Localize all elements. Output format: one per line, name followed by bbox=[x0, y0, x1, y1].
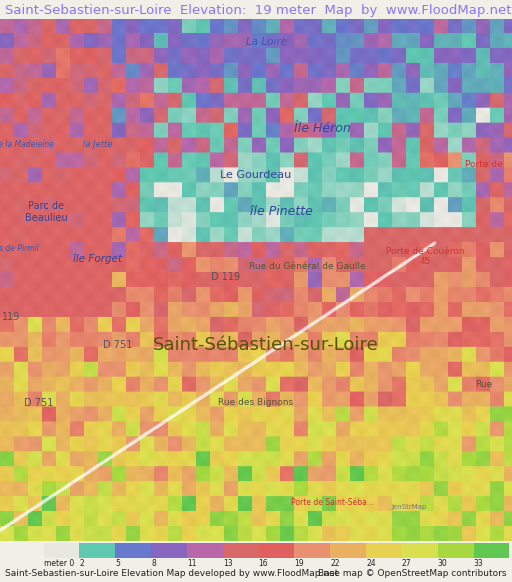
Text: 13: 13 bbox=[223, 559, 232, 567]
Text: Parc de
Beaulieu: Parc de Beaulieu bbox=[25, 201, 68, 223]
Text: Porte de Couëron
45: Porte de Couëron 45 bbox=[386, 247, 464, 266]
Text: D 751: D 751 bbox=[103, 340, 133, 350]
Bar bbox=[115, 543, 151, 558]
Text: Bras de Pirmil: Bras de Pirmil bbox=[0, 244, 39, 253]
Bar bbox=[402, 543, 438, 558]
Text: 33: 33 bbox=[474, 559, 483, 567]
Text: JenStrMap: JenStrMap bbox=[392, 504, 428, 510]
Bar bbox=[438, 543, 474, 558]
Text: 5: 5 bbox=[115, 559, 120, 567]
Text: D 119: D 119 bbox=[211, 272, 240, 282]
Text: Saint-Sebastien-sur-Loire  Elevation:  19 meter  Map  by  www.FloodMap.net  (bet: Saint-Sebastien-sur-Loire Elevation: 19 … bbox=[5, 3, 512, 17]
Text: s de la Madeleine: s de la Madeleine bbox=[0, 140, 54, 148]
Text: La Loire: La Loire bbox=[246, 37, 287, 47]
Bar bbox=[366, 543, 402, 558]
Text: D 751: D 751 bbox=[24, 398, 53, 408]
Text: 16: 16 bbox=[259, 559, 268, 567]
Text: 27: 27 bbox=[402, 559, 412, 567]
Bar bbox=[259, 543, 294, 558]
Text: Rue des Bignons: Rue des Bignons bbox=[219, 398, 293, 407]
Text: île Forget: île Forget bbox=[73, 254, 122, 264]
Text: Île Héron: Île Héron bbox=[294, 122, 351, 135]
Text: 2: 2 bbox=[79, 559, 84, 567]
Bar bbox=[151, 543, 187, 558]
Text: 24: 24 bbox=[366, 559, 376, 567]
Text: 19: 19 bbox=[294, 559, 304, 567]
Text: 30: 30 bbox=[438, 559, 447, 567]
Text: 119: 119 bbox=[2, 311, 20, 321]
Bar bbox=[294, 543, 330, 558]
Text: Base map © OpenStreetMap contributors: Base map © OpenStreetMap contributors bbox=[318, 569, 507, 578]
Text: meter 0: meter 0 bbox=[44, 559, 74, 567]
Text: 11: 11 bbox=[187, 559, 197, 567]
Text: Saint-Sebastien-sur-Loire Elevation Map developed by www.FloodMap.net: Saint-Sebastien-sur-Loire Elevation Map … bbox=[5, 569, 338, 578]
Bar bbox=[223, 543, 259, 558]
Bar bbox=[330, 543, 366, 558]
Bar bbox=[44, 543, 79, 558]
Text: Rue: Rue bbox=[475, 380, 493, 389]
Bar bbox=[474, 543, 509, 558]
Text: Porte de Saint-Séba...: Porte de Saint-Séba... bbox=[291, 498, 374, 506]
Text: Le Gourdeau: Le Gourdeau bbox=[220, 171, 292, 180]
Text: 8: 8 bbox=[151, 559, 156, 567]
Text: 22: 22 bbox=[330, 559, 340, 567]
Text: Rue du Général de Gaulle: Rue du Général de Gaulle bbox=[249, 262, 366, 271]
Text: île Pinette: île Pinette bbox=[250, 205, 313, 218]
Text: la Jette: la Jette bbox=[82, 140, 112, 148]
Text: Porte de: Porte de bbox=[465, 161, 503, 169]
Bar bbox=[187, 543, 223, 558]
Bar bbox=[79, 543, 115, 558]
Text: Saint-Sébastien-sur-Loire: Saint-Sébastien-sur-Loire bbox=[154, 336, 379, 354]
